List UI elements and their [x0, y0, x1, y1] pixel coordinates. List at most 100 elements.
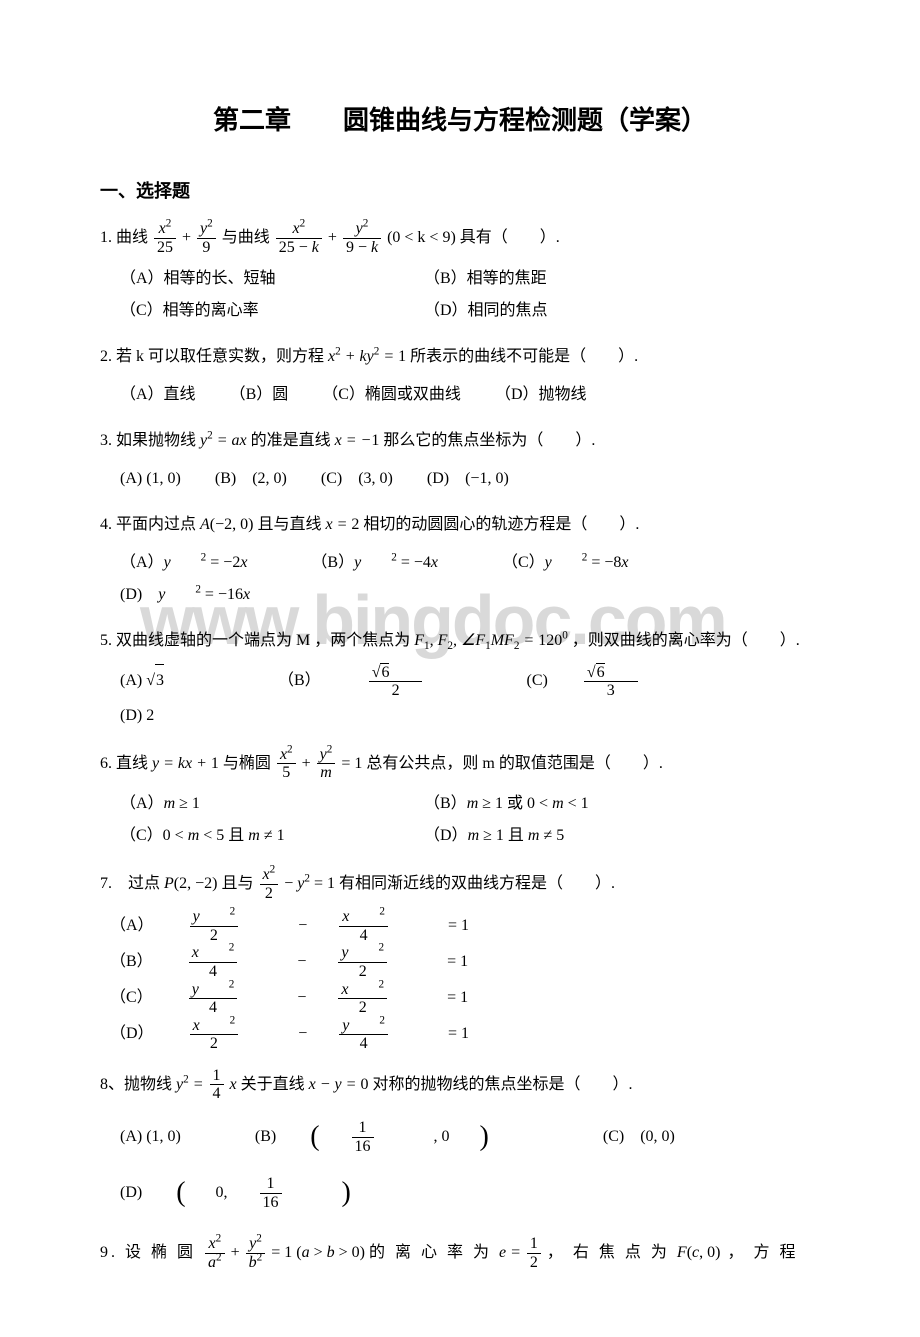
- q5-optD: (D) 2: [120, 700, 154, 732]
- q2-stem-a: 2. 若 k 可以取任意实数，则方程: [100, 348, 324, 365]
- q8-stem-b: 关于直线: [241, 1076, 305, 1093]
- question-5: 5. 双曲线虚轴的一个端点为 M ，两个焦点为 F1, F2, ∠F1MF2 =…: [100, 625, 820, 657]
- q4-options: （A）y2 = −2x （B）y2 = −4x （C）y2 = −8x (D) …: [120, 547, 820, 611]
- q9-stem-a: 9. 设 椭 圆: [100, 1244, 196, 1261]
- q3-stem-a: 3. 如果抛物线: [100, 432, 196, 449]
- question-8: 8、抛物线 y2 = 14 x 关于直线 x − y = 0 对称的抛物线的焦点…: [100, 1067, 820, 1103]
- q1-optA: （A）相等的长、短轴: [120, 263, 420, 295]
- q4-stem-a: 4. 平面内过点: [100, 516, 196, 533]
- q4-optC: （C）y2 = −8x: [502, 547, 659, 579]
- q3-eq2: x = −1: [335, 432, 384, 449]
- q1-frac2a: x225 − k: [276, 220, 322, 256]
- q2-eq: x2 + ky2 = 1: [328, 348, 406, 365]
- q6-frac1: x25: [277, 746, 296, 782]
- q9-cond: (a > b > 0): [296, 1244, 365, 1261]
- q7-frac: x22: [260, 866, 279, 902]
- question-6: 6. 直线 y = kx + 1 与椭圆 x25 + y2m = 1 总有公共点…: [100, 746, 820, 782]
- q9-frac2: y2b2: [246, 1235, 266, 1271]
- q6-frac2: y2m: [317, 746, 336, 782]
- q7-optC: （C） y24 − x22 = 1: [110, 981, 498, 1017]
- q9-fp: F(c, 0): [677, 1244, 721, 1261]
- section-heading-1: 一、选择题: [100, 177, 820, 206]
- q5-optA: (A) √3: [120, 664, 224, 697]
- q3-options: (A) (1, 0) (B) (2, 0) (C) (3, 0) (D) (−1…: [120, 463, 820, 495]
- q3-optA: (A) (1, 0): [120, 463, 181, 495]
- q9-e: 12: [527, 1235, 541, 1271]
- q7-stem-b: 且与: [221, 875, 253, 892]
- q5-foci: F1, F2, ∠F1MF2 = 1200: [414, 632, 568, 649]
- q1-optC: （C）相等的离心率: [120, 295, 420, 327]
- q7-pt: P(2, −2): [164, 875, 221, 892]
- q3-eq: y2 = ax: [200, 432, 251, 449]
- q4-optB: （B）y2 = −4x: [311, 547, 468, 579]
- q5-optC: (C) √63: [526, 663, 697, 700]
- q1-stem-a: 1. 曲线: [100, 229, 148, 246]
- q8-optA: (A) (1, 0): [120, 1121, 181, 1153]
- q1-optD: （D）相同的焦点: [424, 302, 548, 319]
- q4-optA: （A）y2 = −2x: [120, 547, 277, 579]
- q2-options: （A）直线 （B）圆 （C）椭圆或双曲线 （D）抛物线: [120, 379, 820, 411]
- q9-stem-d: ， 方 程: [727, 1244, 798, 1261]
- q8-eq: y2 =: [176, 1076, 208, 1093]
- q1-plus2: +: [328, 229, 337, 246]
- q8-ln: x − y = 0: [309, 1076, 373, 1093]
- q8-optB: (B) (116, 0): [255, 1109, 519, 1165]
- q7-optA: （A） y22 − x24 = 1: [110, 908, 499, 944]
- q2-optA: （A）直线: [120, 379, 196, 411]
- page-content: 第二章 圆锥曲线与方程检测题（学案） 一、选择题 1. 曲线 x225 + y2…: [0, 0, 920, 1337]
- q6-stem-b: 与椭圆: [223, 755, 271, 772]
- q3-optC: (C) (3, 0): [321, 463, 393, 495]
- q1-stem-b: 与曲线: [222, 229, 270, 246]
- question-4: 4. 平面内过点 A(−2, 0) 且与直线 x = 2 相切的动圆圆心的轨迹方…: [100, 509, 820, 541]
- q1-options: （A）相等的长、短轴 （B）相等的焦距 （C）相等的离心率 （D）相同的焦点: [120, 263, 820, 327]
- q3-stem-c: 那么它的焦点坐标为（ ）.: [383, 432, 595, 449]
- q1-frac1b: y29: [197, 220, 216, 256]
- q5-stem-b: ，则双曲线的离心率为（ ）.: [572, 632, 800, 649]
- q9-stem-c: ， 右 焦 点 为: [547, 1244, 670, 1261]
- q1-cond: (0 < k < 9): [387, 229, 456, 246]
- q3-optD: (D) (−1, 0): [427, 463, 509, 495]
- q6-ln: y = kx + 1: [152, 755, 223, 772]
- q7-optB: （B） x24 − y22 = 1: [110, 944, 498, 980]
- q6-optC: （C）0 < m < 5 且 m ≠ 1: [120, 820, 420, 852]
- q6-optB: （B）m ≥ 1 或 0 < m < 1: [424, 795, 589, 812]
- q5-stem-a: 5. 双曲线虚轴的一个端点为 M ，两个焦点为: [100, 632, 410, 649]
- q1-frac1a: x225: [154, 220, 176, 256]
- q4-stem-b: 且与直线: [257, 516, 321, 533]
- q6-options: （A）m ≥ 1 （B）m ≥ 1 或 0 < m < 1 （C）0 < m <…: [120, 788, 820, 852]
- q9-stem-b: 的 离 心 率 为: [369, 1244, 492, 1261]
- question-3: 3. 如果抛物线 y2 = ax 的准是直线 x = −1 那么它的焦点坐标为（…: [100, 425, 820, 457]
- q4-optD: (D) y2 = −16x: [120, 579, 280, 611]
- q2-optD: （D）抛物线: [495, 379, 587, 411]
- q3-optB: (B) (2, 0): [215, 463, 287, 495]
- q4-pt: A(−2, 0): [200, 516, 257, 533]
- q6-optD: （D）m ≥ 1 且 m ≠ 5: [424, 827, 564, 844]
- q1-plus1: +: [182, 229, 191, 246]
- question-7: 7. 过点 P(2, −2) 且与 x22 − y2 = 1 有相同渐近线的双曲…: [100, 866, 820, 902]
- q6-stem-c: 总有公共点，则 m 的取值范围是（ ）.: [366, 755, 662, 772]
- q8-optC: (C) (0, 0): [603, 1121, 675, 1153]
- q8-optD: (D) (0, 116): [120, 1165, 381, 1221]
- q7-options: （A） y22 − x24 = 1 （B） x24 − y22 = 1 （C） …: [110, 908, 820, 1053]
- q6-stem-a: 6. 直线: [100, 755, 148, 772]
- q2-optC: （C）椭圆或双曲线: [322, 379, 461, 411]
- q7-optD: （D） x22 − y24 = 1: [110, 1017, 499, 1053]
- q6-optA: （A）m ≥ 1: [120, 788, 420, 820]
- question-1: 1. 曲线 x225 + y29 与曲线 x225 − k + y29 − k …: [100, 220, 820, 256]
- question-2: 2. 若 k 可以取任意实数，则方程 x2 + ky2 = 1 所表示的曲线不可…: [100, 341, 820, 373]
- q8-options: (A) (1, 0) (B) (116, 0) (C) (0, 0) (D) (…: [120, 1109, 820, 1221]
- q9-frac1: x2a2: [205, 1235, 225, 1271]
- q4-ln: x = 2: [326, 516, 364, 533]
- q8-stem-a: 8、抛物线: [100, 1076, 172, 1093]
- chapter-title: 第二章 圆锥曲线与方程检测题（学案）: [100, 100, 820, 142]
- q2-optB: （B）圆: [230, 379, 289, 411]
- q5-options: (A) √3 （B） √62 (C) √63 (D) 2: [120, 663, 820, 732]
- q8-stem-c: 对称的抛物线的焦点坐标是（ ）.: [372, 1076, 632, 1093]
- q4-stem-c: 相切的动圆圆心的轨迹方程是（ ）.: [363, 516, 639, 533]
- q7-stem-a: 7. 过点: [100, 875, 160, 892]
- question-9: 9. 设 椭 圆 x2a2 + y2b2 = 1 (a > b > 0) 的 离…: [100, 1235, 820, 1271]
- q1-optB: （B）相等的焦距: [424, 270, 547, 287]
- q1-frac2b: y29 − k: [343, 220, 381, 256]
- q1-stem-c: 具有（ ）.: [460, 229, 560, 246]
- q7-stem-c: 有相同渐近线的双曲线方程是（ ）.: [339, 875, 615, 892]
